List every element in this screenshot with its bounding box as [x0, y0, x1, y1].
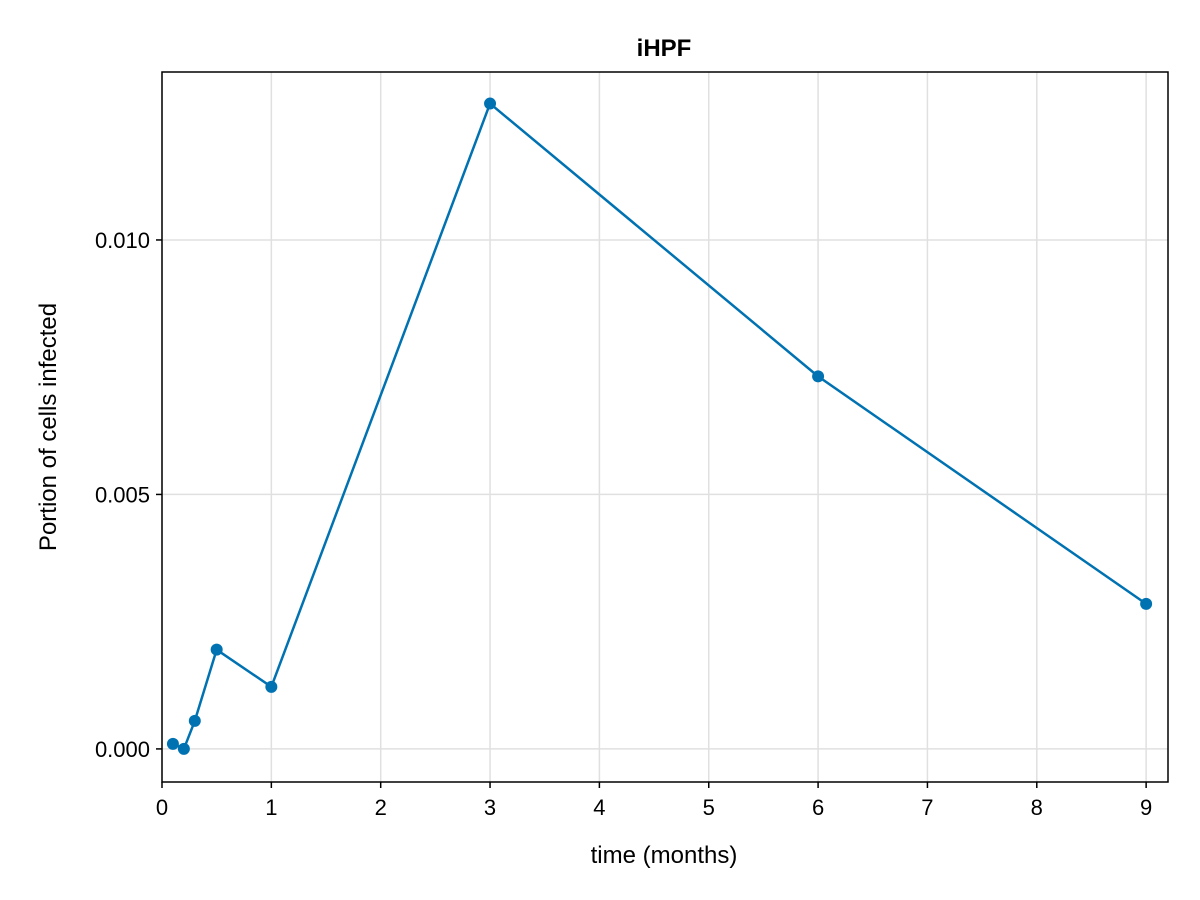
- y-tick-label: 0.000: [95, 737, 150, 762]
- x-tick-label: 7: [921, 795, 933, 820]
- grid: [161, 72, 1168, 782]
- data-point: [484, 97, 497, 110]
- x-tick-label: 0: [156, 795, 168, 820]
- data-point: [1140, 597, 1153, 610]
- data-point: [265, 680, 278, 693]
- x-tick-label: 5: [703, 795, 715, 820]
- x-tick-label: 1: [265, 795, 277, 820]
- x-tick-label: 8: [1031, 795, 1043, 820]
- data-point: [177, 742, 190, 755]
- y-tick-label: 0.005: [95, 482, 150, 507]
- chart-title: iHPF: [637, 35, 692, 62]
- y-axis: 0.000 0.005 0.010: [95, 228, 162, 762]
- x-tick-label: 4: [593, 795, 605, 820]
- y-tick-label: 0.010: [95, 228, 150, 253]
- x-tick-label: 6: [812, 795, 824, 820]
- data-point: [812, 370, 825, 383]
- data-point: [210, 643, 223, 656]
- series-line: [172, 102, 1147, 751]
- y-axis-label: Portion of cells infected: [35, 303, 62, 551]
- data-point: [166, 737, 179, 750]
- data-point: [188, 714, 201, 727]
- plot-frame: [161, 71, 1169, 783]
- x-tick-label: 2: [375, 795, 387, 820]
- x-tick-label: 3: [484, 795, 496, 820]
- x-tick-label: 9: [1140, 795, 1152, 820]
- x-axis-label: time (months): [591, 842, 738, 869]
- x-axis: 0 1 2 3 4 5 6 7 8 9: [156, 782, 1152, 820]
- series-layer: [166, 97, 1153, 755]
